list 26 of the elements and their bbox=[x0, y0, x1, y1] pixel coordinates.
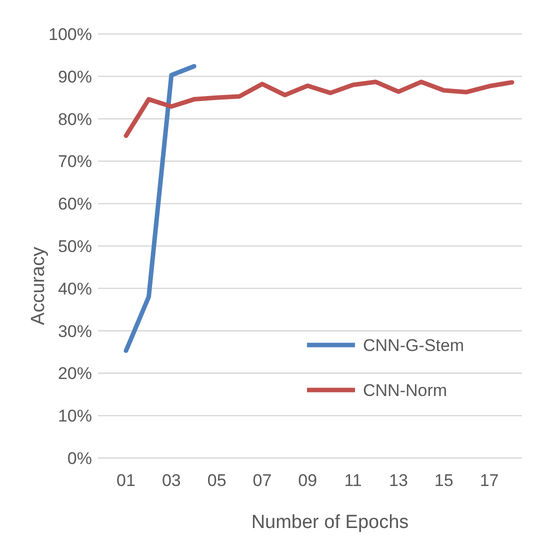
y-tick-label: 50% bbox=[58, 236, 92, 256]
x-tick-label: 09 bbox=[298, 471, 318, 490]
y-tick-label: 20% bbox=[58, 364, 92, 384]
line-series bbox=[124, 64, 196, 353]
y-tick-label: 60% bbox=[58, 194, 92, 214]
y-tick-label: 10% bbox=[58, 406, 92, 426]
y-tick-label: 80% bbox=[58, 110, 92, 129]
y-tick-label: 0% bbox=[67, 448, 92, 468]
y-tick-label: 70% bbox=[58, 152, 92, 172]
x-tick-label: 11 bbox=[344, 471, 362, 490]
x-tick-label: 01 bbox=[116, 471, 136, 490]
x-tick-label: 13 bbox=[389, 471, 408, 490]
x-tick-label: 17 bbox=[480, 471, 499, 490]
y-tick-label: 30% bbox=[58, 322, 92, 341]
legend-label: CNN-Norm bbox=[363, 380, 448, 400]
y-tick-label: 100% bbox=[48, 24, 92, 44]
x-tick-label: 03 bbox=[162, 471, 181, 490]
line-series bbox=[124, 80, 514, 138]
legend-label: CNN-G-Stem bbox=[363, 336, 464, 355]
x-tick-label: 05 bbox=[207, 471, 226, 490]
x-axis-title: Number of Epochs bbox=[251, 512, 409, 533]
y-tick-label: 40% bbox=[58, 279, 92, 298]
x-tick-label: 15 bbox=[434, 471, 454, 490]
y-tick-label: 90% bbox=[58, 67, 92, 86]
x-tick-label: 07 bbox=[252, 471, 272, 490]
y-axis-title: Accuracy bbox=[28, 246, 49, 326]
